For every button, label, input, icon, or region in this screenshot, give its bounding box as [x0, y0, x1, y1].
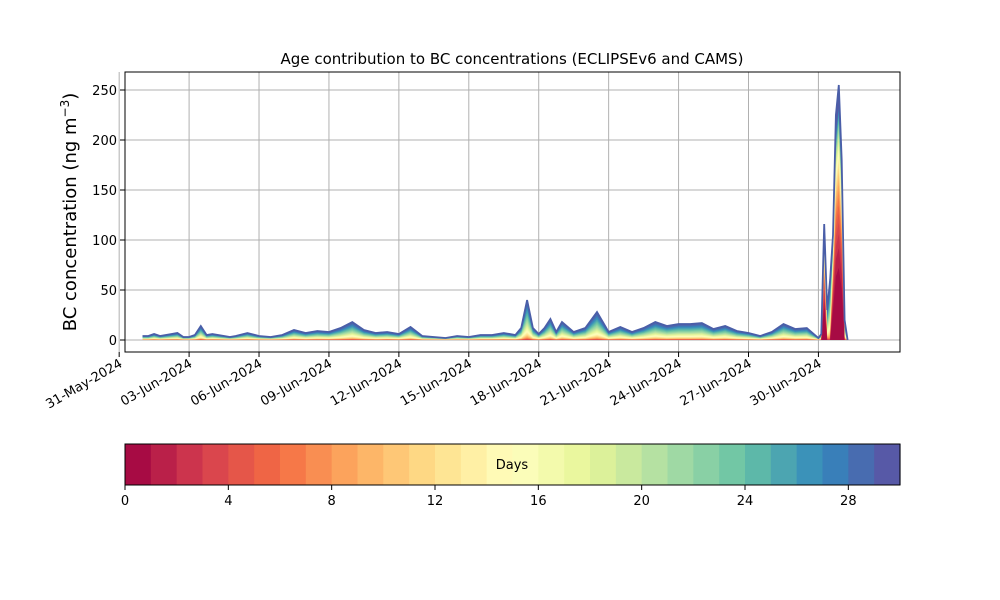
colorbar-swatch-27 — [822, 444, 849, 485]
chart-title: Age contribution to BC concentrations (E… — [281, 50, 744, 68]
colorbar-swatch-22 — [693, 444, 720, 485]
age-layer-27-28-days — [142, 108, 848, 340]
colorbar-swatch-2 — [176, 444, 204, 485]
y-tick-label: 0 — [109, 334, 117, 349]
colorbar-tick-label: 4 — [224, 494, 232, 509]
age-layer-5-6-days — [142, 205, 848, 340]
colorbar-swatch-25 — [770, 444, 798, 485]
colorbar-swatch-0 — [125, 444, 152, 485]
age-layer-9-10-days — [142, 178, 848, 340]
y-axis-label-text: BC concentration (ng m — [60, 117, 81, 331]
age-layer-15-16-days — [142, 149, 848, 340]
colorbar-swatch-26 — [796, 444, 824, 485]
age-layer-4-5-days — [142, 213, 848, 340]
age-layer-22-23-days — [142, 123, 848, 341]
grid-lines — [118, 72, 900, 352]
colorbar-swatch-5 — [254, 444, 281, 485]
colorbar: 0 4 8 12 16 20 24 28 — [121, 443, 901, 509]
x-tick-label: 18-Jun-2024 — [468, 356, 545, 409]
colorbar-swatch-9 — [357, 444, 384, 485]
colorbar-swatch-14 — [486, 444, 514, 485]
colorbar-tick-label: 8 — [328, 494, 336, 509]
colorbar-swatch-15 — [512, 444, 539, 485]
x-tick-label: 09-Jun-2024 — [258, 356, 335, 409]
y-tick-label: 250 — [92, 84, 117, 99]
total-concentration-line — [142, 84, 849, 341]
colorbar-swatch-23 — [719, 444, 746, 485]
age-layer-26-27-days — [142, 111, 848, 341]
colorbar-tick-label: 12 — [427, 494, 444, 509]
x-tick-label: 30-Jun-2024 — [748, 356, 825, 409]
y-axis-label-unit-exponent: −3 — [58, 100, 72, 118]
y-axis-label: BC concentration (ng m−3) — [58, 93, 81, 332]
x-tick-label: 24-Jun-2024 — [608, 356, 685, 409]
colorbar-frame — [124, 443, 901, 486]
age-layer-24-25-days — [142, 117, 848, 340]
colorbar-swatch-20 — [641, 444, 669, 485]
age-layer-14-15-days — [142, 153, 848, 340]
age-layer-19-20-days — [142, 134, 848, 340]
colorbar-label: Days — [496, 458, 529, 473]
age-layer-0-1-days — [142, 267, 848, 340]
x-tick-label: 03-Jun-2024 — [118, 356, 195, 409]
age-layer-10-11-days — [142, 173, 848, 340]
age-layer-23-24-days — [142, 120, 848, 340]
y-tick-label: 150 — [92, 184, 117, 199]
age-layer-29-30-days — [142, 85, 848, 340]
colorbar-swatch-18 — [590, 444, 617, 485]
age-layer-28-29-days — [142, 105, 848, 340]
colorbar-swatch-13 — [460, 444, 488, 485]
x-tick-label: 06-Jun-2024 — [188, 356, 265, 409]
age-layer-8-9-days — [142, 184, 848, 340]
x-tick-label: 21-Jun-2024 — [538, 356, 615, 409]
colorbar-swatch-4 — [228, 444, 255, 485]
colorbar-swatch-24 — [745, 444, 772, 485]
colorbar-swatch-28 — [848, 444, 875, 485]
colorbar-swatch-3 — [202, 444, 229, 485]
y-tick-label: 200 — [92, 134, 117, 149]
age-layer-11-12-days — [142, 167, 848, 340]
age-layer-7-8-days — [142, 190, 848, 340]
stacked-area-layers — [142, 85, 848, 341]
age-layer-20-21-days — [142, 130, 848, 340]
age-layer-21-22-days — [142, 127, 848, 340]
colorbar-tick-label: 16 — [530, 494, 547, 509]
x-tick-label: 27-Jun-2024 — [678, 356, 755, 409]
x-tick-label: 31-May-2024 — [43, 356, 125, 412]
age-layer-16-17-days — [142, 145, 848, 340]
y-axis-label-close: ) — [60, 93, 81, 100]
colorbar-tick-label: 24 — [737, 494, 754, 509]
colorbar-swatch-11 — [409, 444, 436, 485]
age-layer-17-18-days — [142, 141, 848, 340]
age-layer-18-19-days — [142, 137, 848, 340]
colorbar-swatch-6 — [280, 444, 307, 485]
plot-frame — [124, 71, 901, 353]
x-tick-label: 12-Jun-2024 — [328, 356, 405, 409]
colorbar-swatch-8 — [331, 444, 359, 485]
y-axis: 0 50 100 150 200 250 — [92, 84, 125, 349]
colorbar-swatch-1 — [150, 444, 178, 485]
age-layer-1-2-days — [142, 248, 848, 340]
y-tick-label: 100 — [92, 234, 117, 249]
colorbar-tick-label: 0 — [121, 494, 129, 509]
colorbar-swatch-10 — [383, 444, 410, 485]
colorbar-tick-label: 20 — [633, 494, 650, 509]
age-layer-6-7-days — [142, 197, 848, 340]
colorbar-swatch-17 — [564, 444, 591, 485]
age-layer-13-14-days — [142, 158, 848, 340]
colorbar-swatch-16 — [538, 444, 565, 485]
total-outline — [142, 84, 849, 341]
colorbar-swatch-19 — [615, 444, 643, 485]
x-tick-label: 15-Jun-2024 — [398, 356, 475, 409]
colorbar-swatch-21 — [667, 444, 694, 485]
age-layer-25-26-days — [142, 114, 848, 341]
x-axis: 31-May-202403-Jun-202406-Jun-202409-Jun-… — [43, 352, 824, 412]
y-tick-label: 50 — [100, 284, 117, 299]
colorbar-swatch-7 — [305, 444, 333, 485]
age-layer-2-3-days — [142, 234, 848, 340]
colorbar-tick-label: 28 — [840, 494, 857, 509]
colorbar-swatch-29 — [874, 444, 901, 485]
colorbar-swatch-12 — [435, 444, 462, 485]
